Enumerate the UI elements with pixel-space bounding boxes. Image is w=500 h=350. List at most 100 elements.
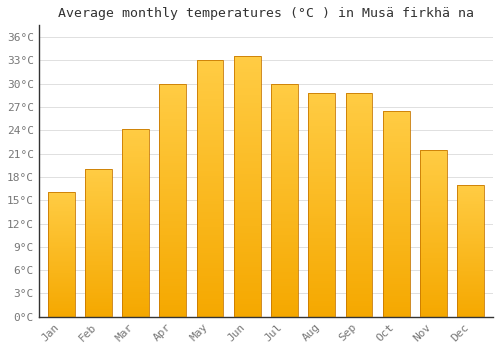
- Bar: [122, 183, 149, 185]
- Bar: [271, 226, 298, 228]
- Bar: [420, 188, 447, 190]
- Bar: [346, 187, 372, 189]
- Bar: [271, 214, 298, 217]
- Bar: [308, 263, 335, 265]
- Bar: [420, 160, 447, 161]
- Bar: [234, 85, 260, 88]
- Bar: [383, 298, 409, 300]
- Bar: [346, 182, 372, 185]
- Bar: [160, 114, 186, 116]
- Bar: [271, 154, 298, 156]
- Bar: [85, 186, 112, 187]
- Bar: [85, 259, 112, 261]
- Bar: [160, 119, 186, 121]
- Bar: [346, 115, 372, 118]
- Bar: [48, 285, 74, 286]
- Bar: [234, 56, 260, 317]
- Bar: [122, 283, 149, 285]
- Bar: [48, 232, 74, 233]
- Bar: [122, 134, 149, 136]
- Bar: [346, 252, 372, 254]
- Bar: [234, 210, 260, 213]
- Bar: [458, 281, 484, 282]
- Bar: [271, 249, 298, 252]
- Bar: [48, 218, 74, 220]
- Bar: [122, 294, 149, 296]
- Bar: [346, 276, 372, 279]
- Bar: [420, 240, 447, 242]
- Bar: [48, 226, 74, 227]
- Bar: [271, 228, 298, 231]
- Bar: [85, 176, 112, 178]
- Bar: [383, 255, 409, 257]
- Bar: [458, 239, 484, 240]
- Bar: [458, 255, 484, 256]
- Bar: [271, 144, 298, 147]
- Bar: [48, 211, 74, 212]
- Bar: [420, 238, 447, 240]
- Bar: [234, 80, 260, 82]
- Bar: [122, 202, 149, 204]
- Bar: [420, 180, 447, 181]
- Bar: [458, 210, 484, 211]
- Bar: [122, 306, 149, 307]
- Bar: [160, 214, 186, 217]
- Bar: [196, 304, 224, 307]
- Bar: [48, 245, 74, 246]
- Bar: [85, 215, 112, 216]
- Bar: [234, 215, 260, 218]
- Bar: [85, 203, 112, 204]
- Bar: [85, 296, 112, 297]
- Bar: [420, 161, 447, 163]
- Bar: [383, 228, 409, 230]
- Bar: [196, 86, 224, 89]
- Bar: [85, 268, 112, 270]
- Bar: [383, 313, 409, 315]
- Bar: [196, 191, 224, 194]
- Bar: [271, 177, 298, 179]
- Bar: [383, 164, 409, 166]
- Bar: [420, 287, 447, 288]
- Bar: [196, 163, 224, 166]
- Bar: [458, 293, 484, 294]
- Bar: [308, 232, 335, 234]
- Bar: [234, 187, 260, 189]
- Bar: [271, 88, 298, 91]
- Bar: [308, 203, 335, 205]
- Bar: [48, 271, 74, 272]
- Bar: [271, 312, 298, 314]
- Bar: [122, 257, 149, 259]
- Bar: [271, 107, 298, 109]
- Bar: [458, 314, 484, 315]
- Bar: [271, 245, 298, 247]
- Bar: [85, 225, 112, 227]
- Bar: [458, 312, 484, 313]
- Bar: [196, 243, 224, 245]
- Bar: [420, 173, 447, 175]
- Bar: [48, 206, 74, 207]
- Bar: [383, 296, 409, 298]
- Bar: [160, 135, 186, 137]
- Bar: [234, 129, 260, 132]
- Bar: [271, 256, 298, 259]
- Bar: [196, 222, 224, 224]
- Bar: [234, 67, 260, 69]
- Bar: [420, 247, 447, 248]
- Bar: [48, 262, 74, 263]
- Bar: [271, 142, 298, 144]
- Bar: [196, 73, 224, 76]
- Bar: [234, 153, 260, 155]
- Bar: [48, 268, 74, 270]
- Bar: [308, 138, 335, 140]
- Bar: [160, 254, 186, 256]
- Bar: [346, 274, 372, 277]
- Bar: [458, 272, 484, 273]
- Bar: [420, 218, 447, 220]
- Bar: [85, 234, 112, 236]
- Bar: [234, 150, 260, 153]
- Bar: [271, 130, 298, 133]
- Bar: [48, 266, 74, 267]
- Bar: [160, 193, 186, 196]
- Bar: [383, 309, 409, 310]
- Bar: [48, 263, 74, 265]
